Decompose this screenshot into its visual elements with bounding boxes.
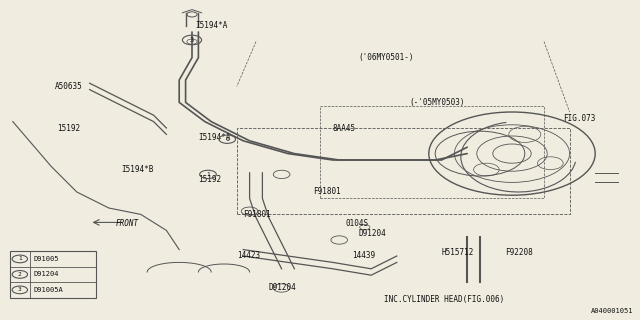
Text: F91801: F91801 <box>243 210 271 219</box>
Bar <box>320 106 544 198</box>
Text: D91005: D91005 <box>33 256 59 262</box>
Bar <box>237 128 570 214</box>
Text: 3: 3 <box>18 287 22 292</box>
Text: H515712: H515712 <box>442 248 474 257</box>
Text: I5194*A: I5194*A <box>198 133 231 142</box>
Text: FRONT: FRONT <box>115 220 138 228</box>
Text: 15192: 15192 <box>58 124 81 132</box>
Text: F91801: F91801 <box>314 188 341 196</box>
Text: 0104S: 0104S <box>346 220 369 228</box>
Text: 14439: 14439 <box>352 252 375 260</box>
Text: I5194*A: I5194*A <box>195 21 228 30</box>
Text: 2: 2 <box>18 272 22 277</box>
Text: F92208: F92208 <box>506 248 533 257</box>
Text: 1: 1 <box>225 137 229 142</box>
Text: ('06MY0501-): ('06MY0501-) <box>358 53 414 62</box>
Bar <box>10 251 96 298</box>
Text: INC.CYLINDER HEAD(FIG.006): INC.CYLINDER HEAD(FIG.006) <box>384 295 504 304</box>
Text: 15192: 15192 <box>198 175 221 184</box>
Text: (-'05MY0503): (-'05MY0503) <box>410 98 465 107</box>
Text: 8AA45: 8AA45 <box>333 124 356 132</box>
Text: 14423: 14423 <box>237 252 260 260</box>
Text: A50635: A50635 <box>54 82 82 91</box>
Text: FIG.073: FIG.073 <box>563 114 596 123</box>
Text: D91204: D91204 <box>33 271 59 277</box>
Text: A040001051: A040001051 <box>591 308 634 314</box>
Text: D91204: D91204 <box>358 229 386 238</box>
Text: 1: 1 <box>206 172 210 177</box>
Text: I5194*B: I5194*B <box>122 165 154 174</box>
Text: 1: 1 <box>18 256 22 261</box>
Text: D91005A: D91005A <box>33 287 63 293</box>
Text: D91204: D91204 <box>269 284 296 292</box>
Text: 3: 3 <box>190 37 194 43</box>
